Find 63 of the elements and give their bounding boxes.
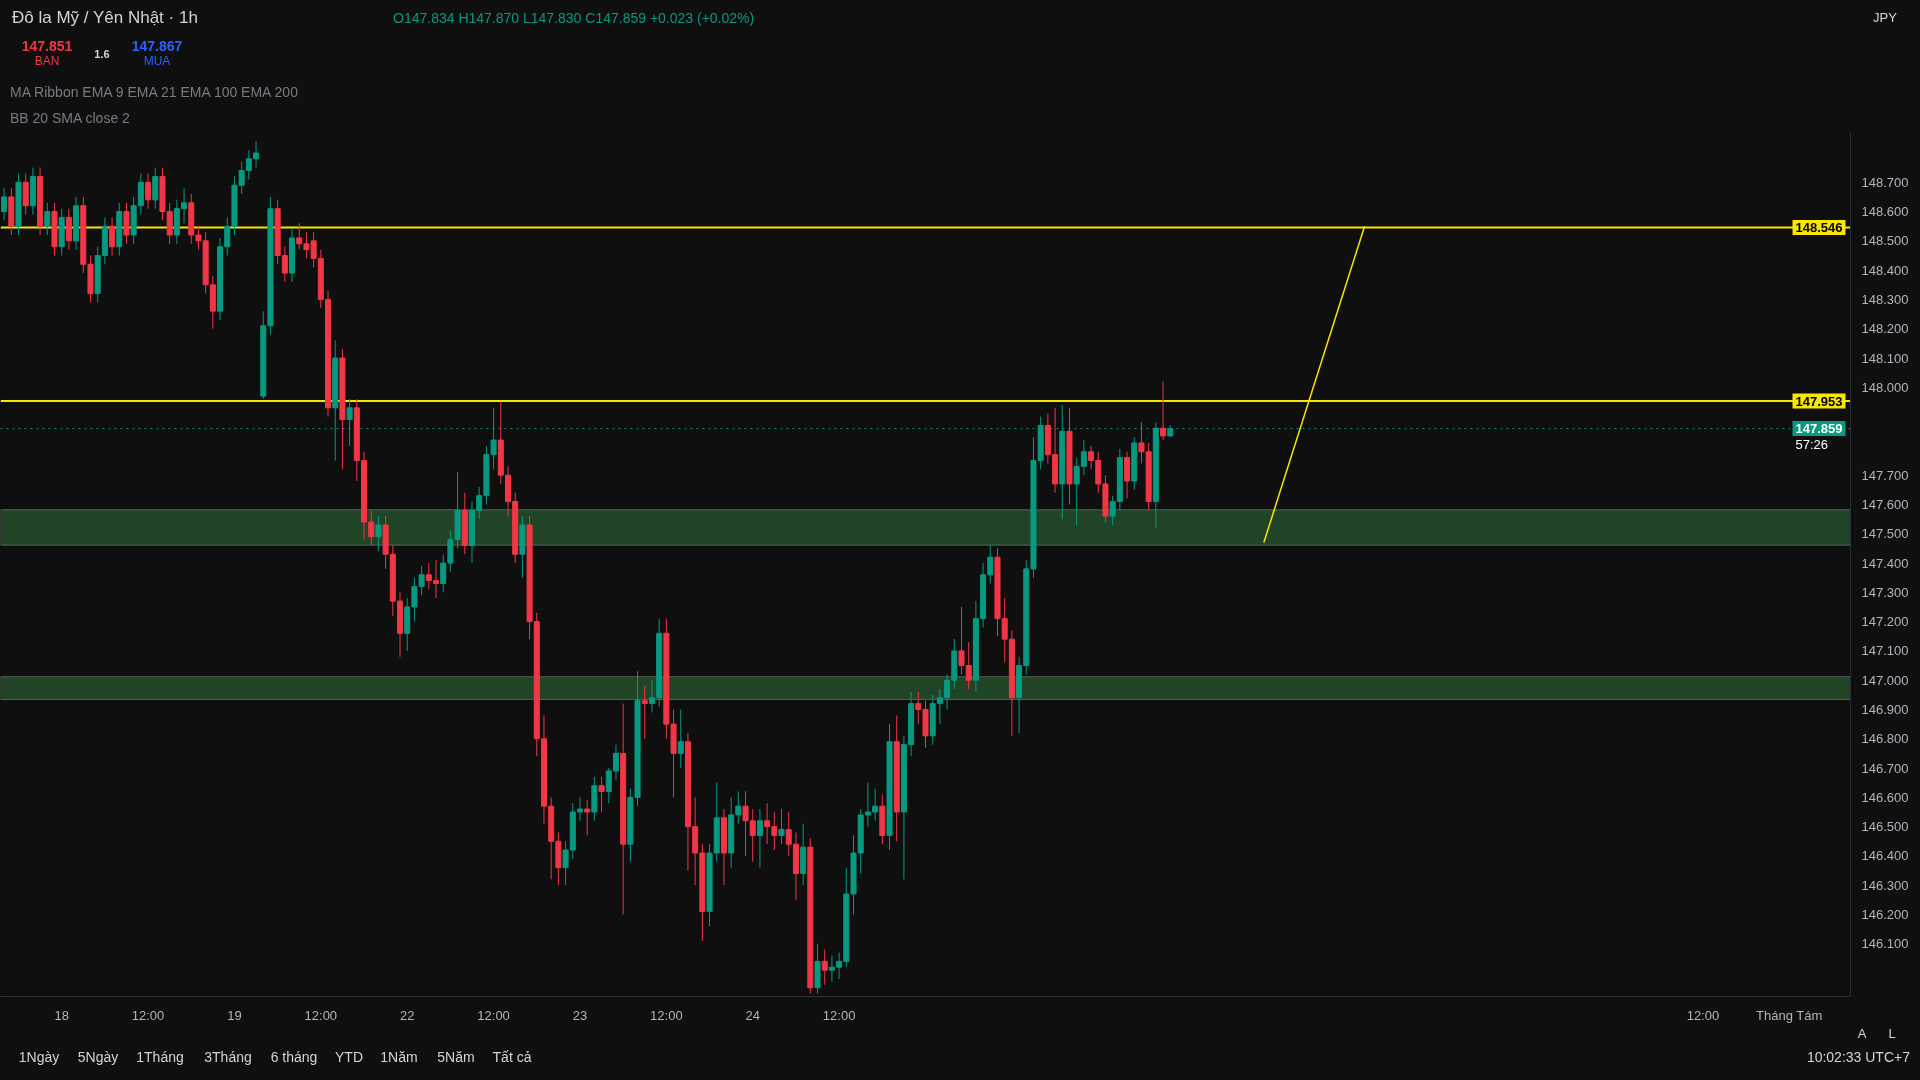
text: 147.851 <box>21 37 73 56</box>
text: MA Ribbon EMA 9 EMA 21 EMA 100 EMA 200 <box>10 83 298 102</box>
ref-line-label: 147.859 <box>1795 421 1843 437</box>
y-tick-label: 146.300 <box>1861 877 1909 893</box>
y-tick-label: 146.500 <box>1861 819 1909 835</box>
y-tick-label: 147.000 <box>1861 672 1909 688</box>
x-tick-label: 12:00 <box>304 1007 338 1023</box>
text: BB 20 SMA close 2 <box>10 109 130 128</box>
text: L <box>1888 1025 1896 1043</box>
y-tick-label: 146.400 <box>1861 848 1909 864</box>
text: 6 tháng <box>270 1048 318 1067</box>
text: A <box>1857 1025 1867 1043</box>
ref-line-label: 148.546 <box>1795 219 1843 235</box>
y-tick-label: 148.400 <box>1861 262 1909 278</box>
text: 10:02:33 UTC+7 <box>1806 1048 1910 1067</box>
x-tick-label: 12:00 <box>1686 1007 1720 1023</box>
y-tick-label: 148.700 <box>1861 174 1909 190</box>
text: 1Tháng <box>136 1048 184 1067</box>
x-tick-label: 12:00 <box>477 1007 510 1023</box>
y-tick-label: 148.100 <box>1861 350 1909 366</box>
annotation: 57:26 <box>1795 437 1829 453</box>
y-tick-label: 148.600 <box>1861 204 1909 220</box>
y-tick-label: 146.600 <box>1861 789 1909 805</box>
y-tick-label: 148.000 <box>1861 379 1909 395</box>
y-tick-label: 148.500 <box>1861 233 1909 249</box>
y-tick-label: 147.200 <box>1861 614 1909 630</box>
y-tick-label: 146.200 <box>1861 906 1909 922</box>
ref-line-label: 147.953 <box>1795 393 1843 409</box>
x-tick-label: Tháng Tám <box>1756 1007 1823 1023</box>
text: YTD <box>335 1048 363 1067</box>
y-tick-label: 147.300 <box>1861 584 1909 600</box>
y-tick-label: 147.400 <box>1861 555 1909 571</box>
y-tick-label: 146.100 <box>1861 936 1909 952</box>
chart-title: Đô la Mỹ / Yên Nhật · 1h <box>12 6 198 29</box>
x-tick-label: 12:00 <box>822 1007 856 1023</box>
y-tick-label: 148.200 <box>1861 321 1909 337</box>
y-tick-label: 147.100 <box>1861 643 1909 659</box>
x-tick-label: 18 <box>54 1007 69 1023</box>
text: 1Ngày <box>18 1048 60 1067</box>
text: JPY <box>1873 8 1897 27</box>
text: BAN <box>34 53 60 71</box>
y-tick-label: 147.700 <box>1861 467 1909 483</box>
y-tick-label: 147.600 <box>1861 496 1909 512</box>
y-tick-label: 147.500 <box>1861 526 1909 542</box>
text: 147.867 <box>131 37 183 56</box>
x-tick-label: 22 <box>399 1007 415 1023</box>
y-tick-label: 148.300 <box>1861 291 1909 307</box>
y-tick-label: 146.700 <box>1861 760 1909 776</box>
x-tick-label: 24 <box>745 1007 760 1023</box>
x-tick-label: 12:00 <box>650 1007 683 1023</box>
text: MUA <box>143 53 171 71</box>
x-tick-label: 23 <box>572 1007 588 1023</box>
text: 3Tháng <box>204 1048 252 1067</box>
text: 1.6 <box>94 47 110 63</box>
chart-subtitle: O147.834 H147.870 L147.830 C147.859 +0.023 (+0.02%) <box>393 9 755 28</box>
x-tick-label: 19 <box>227 1007 242 1023</box>
text: 5Ngày <box>77 1048 119 1067</box>
text: 1Năm <box>380 1048 418 1067</box>
y-tick-label: 146.900 <box>1861 701 1909 717</box>
x-tick-label: 12:00 <box>131 1007 165 1023</box>
text: 5Năm <box>437 1048 475 1067</box>
text: Tất cả <box>492 1048 532 1067</box>
y-tick-label: 146.800 <box>1861 731 1909 747</box>
